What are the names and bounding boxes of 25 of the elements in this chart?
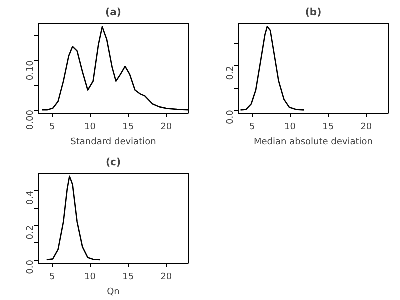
y-tick-label: 0.2 [26,225,36,240]
x-tick-label: 10 [84,122,96,132]
x-tick-label: 5 [49,272,56,282]
x-tick-label: 15 [122,272,134,282]
x-axis-title: Median absolute deviation [254,138,373,148]
x-axis-title: Standard deviation [70,138,156,148]
x-tick-label: 15 [322,122,334,132]
x-tick-label: 10 [284,122,296,132]
x-tick-label: 5 [49,122,56,132]
x-tick-label: 10 [84,272,96,282]
x-tick-label: 5 [249,122,256,132]
x-tick-label: 15 [122,122,134,132]
y-tick-label: 0.0 [26,260,36,274]
y-tick-label: 0.10 [26,60,36,81]
chart-title: (c) [106,158,122,168]
x-axis-title: Qn [107,288,120,298]
y-tick-label: 0.0 [226,110,236,124]
y-tick-label: 0.4 [26,190,36,206]
chart-title: (a) [106,8,122,18]
y-tick-label: 0.2 [226,66,236,80]
x-tick-label: 20 [360,122,372,132]
chart-title: (b) [305,8,322,18]
x-tick-label: 20 [160,122,172,132]
x-tick-label: 20 [160,272,172,282]
y-tick-label: 0.00 [26,110,36,130]
